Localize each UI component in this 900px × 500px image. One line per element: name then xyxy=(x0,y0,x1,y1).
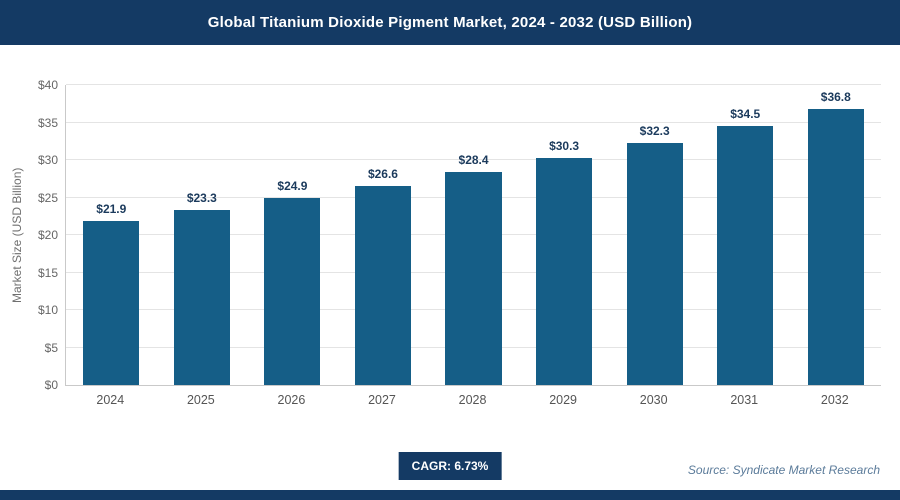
chart-title: Global Titanium Dioxide Pigment Market, … xyxy=(207,14,693,31)
bar-value-label: $36.8 xyxy=(820,90,851,104)
bar-cell: $21.9 xyxy=(66,85,157,385)
bar-value-label: $34.5 xyxy=(730,107,761,122)
y-tick-label: $35 xyxy=(37,115,58,130)
x-tick-label: 2025 xyxy=(186,393,215,407)
bar xyxy=(83,220,140,385)
bar xyxy=(264,198,321,385)
bar-value-label: $21.9 xyxy=(96,201,127,216)
bottom-strip xyxy=(0,490,900,500)
bar-value-label: $23.3 xyxy=(186,191,217,206)
gridline xyxy=(66,159,881,160)
x-tick-label: 2030 xyxy=(639,393,668,407)
bar xyxy=(173,210,230,385)
y-tick-label: $15 xyxy=(37,265,58,280)
bar-cell: $26.6 xyxy=(338,85,429,385)
bar-cell: $34.5 xyxy=(700,85,791,385)
x-tick-label: 2031 xyxy=(730,393,759,407)
gridline xyxy=(66,121,881,123)
y-tick-label: $30 xyxy=(37,153,58,167)
y-tick-label: $0 xyxy=(44,378,58,392)
plot-area: $21.9 $23.3 $24.9 $26.6 $28.4 $30.3 $32.3 $34.5… xyxy=(38,78,881,392)
x-tick-label: 2026 xyxy=(277,393,306,407)
x-labels-row: 2024 2025 2026 2027 2028 2029 2030 2031 2032 xyxy=(65,393,880,407)
x-tick-label: 2028 xyxy=(458,393,487,407)
x-tick-label: 2032 xyxy=(820,393,849,407)
bar xyxy=(807,109,864,385)
y-tick-label: $20 xyxy=(37,228,58,242)
bar-cell: $36.8 xyxy=(791,85,882,385)
y-tick-label: $40 xyxy=(37,78,58,92)
bar xyxy=(717,126,774,385)
y-tick-label: $5 xyxy=(44,340,58,355)
bar-value-label: $32.3 xyxy=(639,123,670,138)
bar-cell: $28.4 xyxy=(428,85,519,385)
y-tick-label: $10 xyxy=(37,303,58,317)
bar-value-label: $26.6 xyxy=(367,166,398,181)
x-tick-label: 2027 xyxy=(368,393,396,407)
bar xyxy=(626,142,683,385)
bar-value-label: $30.3 xyxy=(549,138,580,153)
gridline xyxy=(66,84,881,85)
bar-cell: $23.3 xyxy=(157,85,248,385)
bar xyxy=(445,172,502,385)
bar-cell: $32.3 xyxy=(609,85,700,385)
x-tick-label: 2024 xyxy=(96,393,125,407)
source-note: Source: Syndicate Market Research xyxy=(687,463,880,477)
bar-cell: $30.3 xyxy=(519,85,610,385)
bar xyxy=(354,185,412,385)
bar-value-label: $24.9 xyxy=(277,179,308,194)
y-tick-label: $25 xyxy=(37,190,58,205)
bars-row: $21.9 $23.3 $24.9 $26.6 $28.4 $30.3 $32.3 $34.5… xyxy=(66,85,881,385)
bar xyxy=(536,157,593,385)
x-tick-label: 2029 xyxy=(549,393,577,407)
bar-cell: $24.9 xyxy=(247,85,338,385)
chart-title-bar: Global Titanium Dioxide Pigment Market, … xyxy=(0,0,900,45)
bar-value-label: $28.4 xyxy=(458,153,489,167)
cagr-badge: CAGR: 6.73% xyxy=(398,452,502,480)
